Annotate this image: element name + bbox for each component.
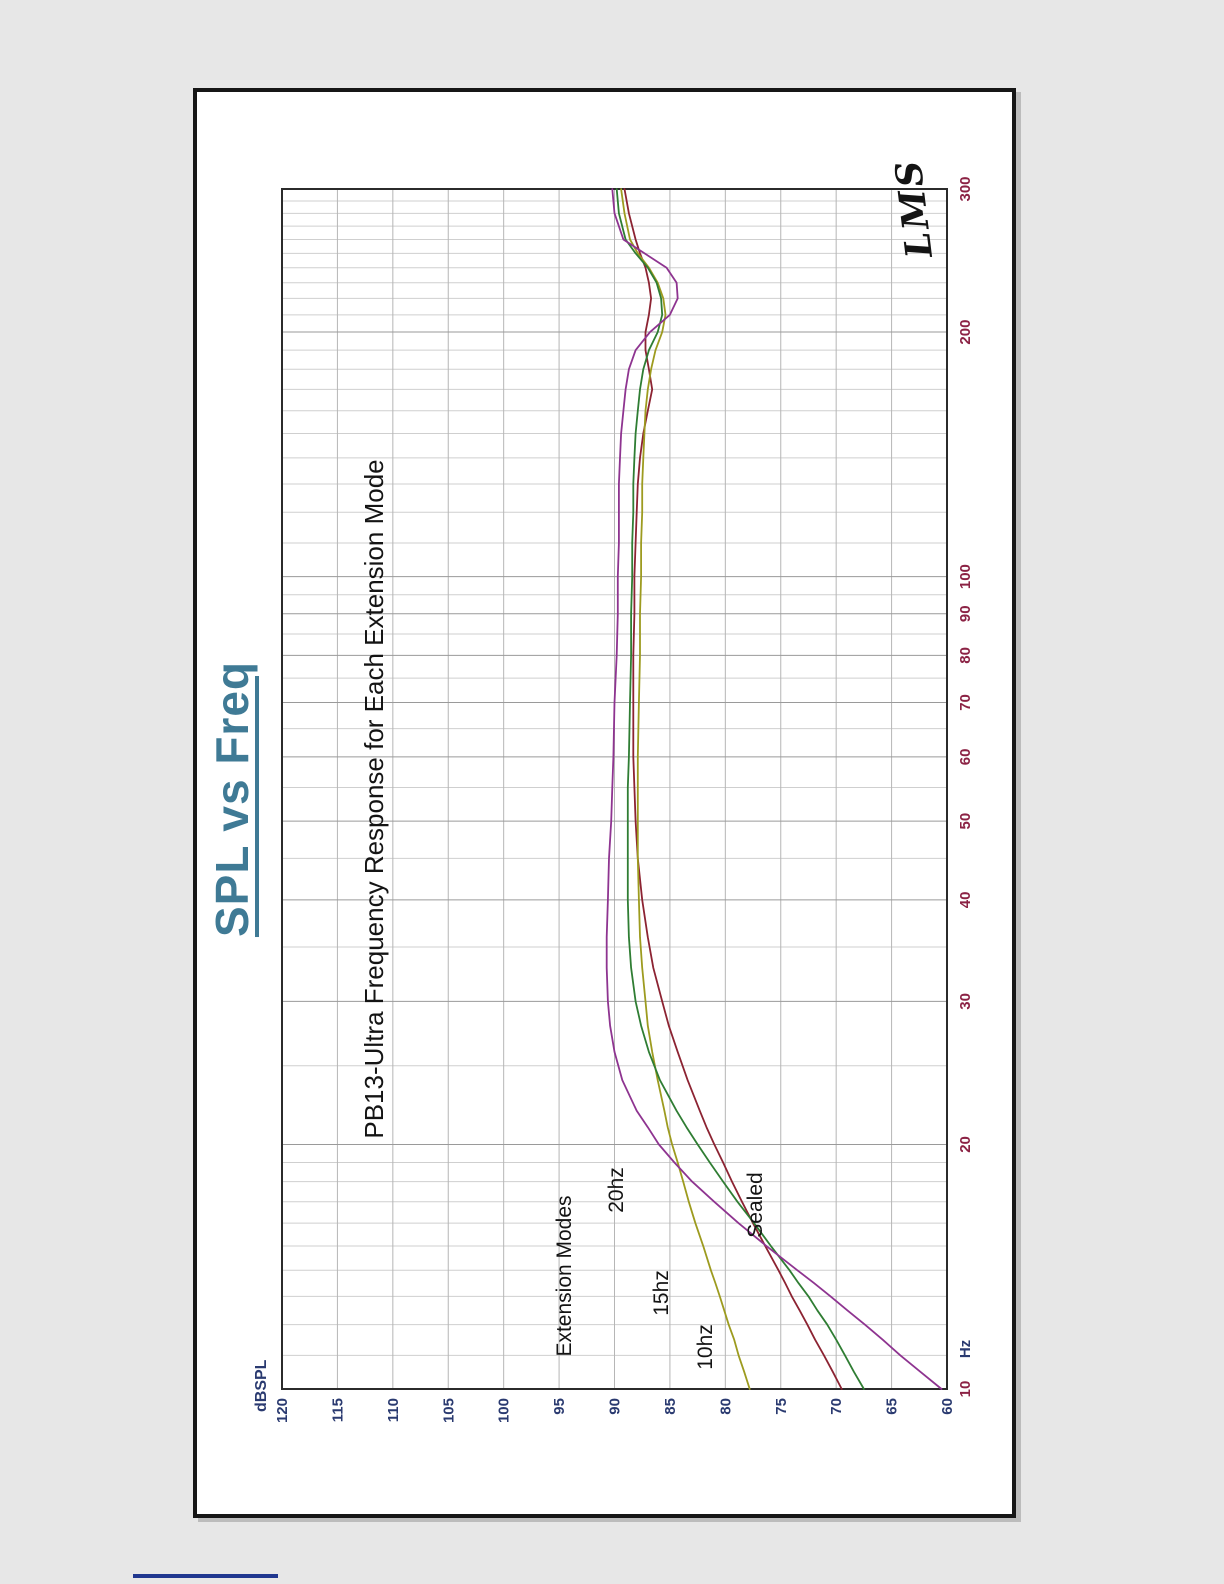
svg-text:60: 60	[939, 1398, 956, 1415]
curve-10hz	[620, 188, 751, 1390]
svg-text:115: 115	[329, 1398, 346, 1422]
svg-text:50: 50	[957, 813, 974, 830]
svg-text:200: 200	[957, 320, 974, 345]
svg-text:20: 20	[957, 1136, 974, 1153]
curve-20hz	[605, 188, 943, 1390]
chart-subtitle: PB13-Ultra Frequency Response for Each E…	[359, 459, 389, 1139]
rotated-chart-container: SPL vs Freq dBSPL 120 115 110 105 100 95 90 85 8…	[197, 92, 1004, 1506]
plot-area: 120 115 110 105 100 95 90 85 80 75 70 65 60102030405…	[274, 176, 974, 1423]
svg-text:100: 100	[957, 564, 974, 589]
svg-text:90: 90	[957, 605, 974, 622]
svg-text:100: 100	[496, 1398, 513, 1423]
svg-text:80: 80	[957, 647, 974, 664]
svg-text:75: 75	[773, 1398, 790, 1415]
svg-text:40: 40	[957, 892, 974, 909]
footer-underline	[133, 1574, 278, 1578]
svg-text:10: 10	[957, 1381, 974, 1398]
svg-text:85: 85	[662, 1398, 679, 1415]
svg-text:90: 90	[607, 1398, 624, 1415]
svg-text:80: 80	[717, 1398, 734, 1415]
svg-text:30: 30	[957, 993, 974, 1010]
svg-text:300: 300	[957, 176, 974, 201]
curve-label-10hz: 10hz	[694, 1324, 717, 1370]
legend-title: Extension Modes	[553, 1195, 576, 1357]
svg-text:70: 70	[828, 1398, 845, 1415]
curve-label-20hz: 20hz	[605, 1167, 628, 1213]
svg-text:60: 60	[957, 748, 974, 765]
svg-text:110: 110	[385, 1398, 402, 1422]
svg-text:120: 120	[274, 1398, 291, 1423]
curve-sealed	[623, 188, 843, 1390]
svg-text:Hz: Hz	[957, 1340, 974, 1358]
curve-label-15hz: 15hz	[650, 1270, 673, 1316]
svg-text:95: 95	[551, 1398, 568, 1415]
svg-text:105: 105	[440, 1398, 457, 1423]
svg-text:70: 70	[957, 694, 974, 711]
curve-label-sealed: Sealed	[744, 1172, 767, 1238]
svg-text:65: 65	[884, 1398, 901, 1415]
chart-panel: SPL vs Freq dBSPL 120 115 110 105 100 95 90 85 8…	[193, 88, 1016, 1518]
curve-15hz	[615, 188, 865, 1390]
